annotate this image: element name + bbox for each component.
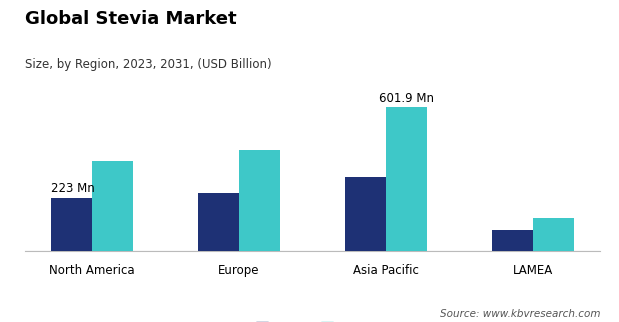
Bar bbox=[533, 218, 574, 251]
Bar bbox=[345, 177, 386, 251]
Bar bbox=[198, 193, 239, 251]
Text: 223 Mn: 223 Mn bbox=[51, 183, 95, 195]
Text: 601.9 Mn: 601.9 Mn bbox=[379, 92, 434, 105]
Bar bbox=[92, 161, 133, 251]
Bar bbox=[492, 230, 533, 251]
Text: Source: www.kbvresearch.com: Source: www.kbvresearch.com bbox=[440, 309, 600, 319]
Bar bbox=[239, 150, 280, 251]
Legend: 2023, 2031: 2023, 2031 bbox=[256, 321, 369, 322]
Text: Global Stevia Market: Global Stevia Market bbox=[25, 10, 236, 28]
Text: Size, by Region, 2023, 2031, (USD Billion): Size, by Region, 2023, 2031, (USD Billio… bbox=[25, 58, 271, 71]
Bar bbox=[51, 198, 92, 251]
Bar bbox=[386, 107, 427, 251]
